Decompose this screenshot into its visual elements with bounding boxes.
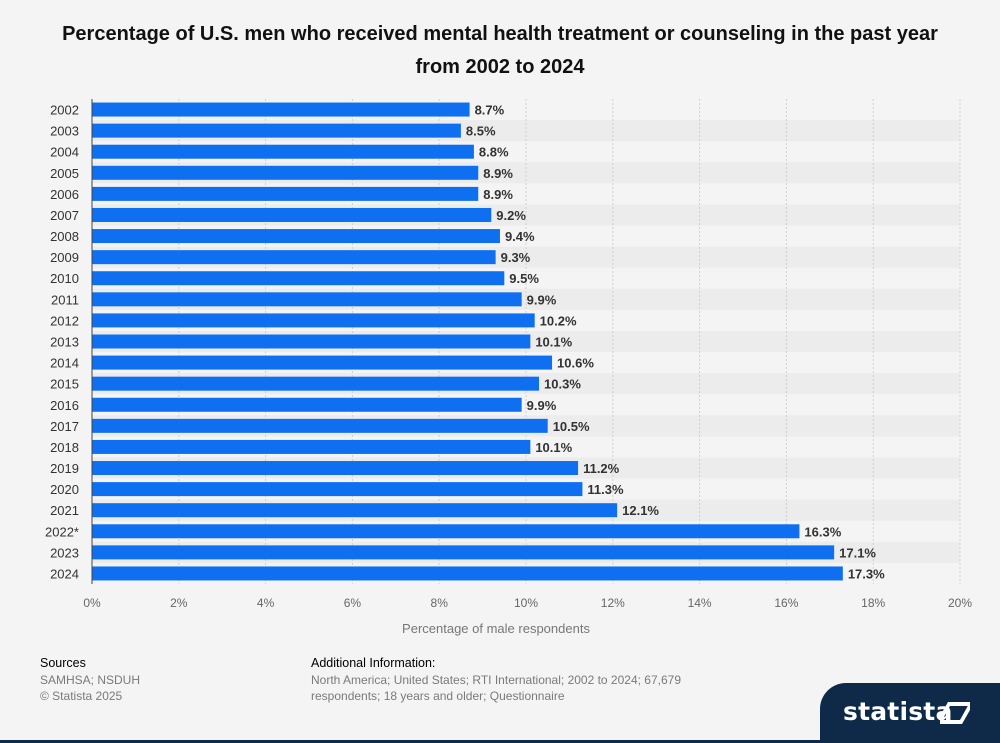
bar — [92, 545, 835, 560]
data-label: 16.3% — [804, 524, 841, 539]
y-category-label: 2010 — [50, 271, 79, 286]
data-label: 9.9% — [527, 292, 557, 307]
additional-info-block: Additional Information: North America; U… — [311, 655, 711, 705]
data-label: 8.9% — [483, 166, 513, 181]
x-tick-label: 20% — [948, 596, 972, 610]
statista-logo-icon — [940, 702, 970, 724]
y-category-label: 2003 — [50, 124, 79, 139]
bar — [92, 334, 531, 349]
bar — [92, 102, 470, 117]
y-category-label: 2020 — [50, 482, 79, 497]
data-label: 9.4% — [505, 229, 535, 244]
data-label: 9.5% — [509, 271, 539, 286]
bar — [92, 524, 800, 539]
data-label: 11.3% — [587, 482, 624, 497]
bar — [92, 144, 474, 159]
bar — [92, 123, 461, 138]
y-category-label: 2022* — [45, 524, 79, 539]
sources-heading: Sources — [40, 656, 86, 670]
x-tick-label: 2% — [170, 596, 188, 610]
x-tick-label: 10% — [514, 596, 538, 610]
data-label: 12.1% — [622, 503, 659, 518]
bar — [92, 313, 535, 328]
y-category-label: 2006 — [50, 187, 79, 202]
y-category-label: 2007 — [50, 208, 79, 223]
y-category-label: 2021 — [50, 503, 79, 518]
y-category-label: 2011 — [51, 292, 79, 307]
x-tick-label: 8% — [431, 596, 449, 610]
bar — [92, 503, 618, 518]
bar — [92, 566, 843, 581]
brand-logo-text[interactable]: statista — [843, 697, 953, 726]
bar — [92, 355, 553, 370]
bar — [92, 186, 479, 201]
y-category-label: 2016 — [50, 398, 79, 413]
data-label: 10.1% — [535, 335, 572, 350]
additional-info-line-1: North America; United States; RTI Intern… — [311, 672, 682, 687]
bar — [92, 292, 522, 307]
data-label: 10.1% — [535, 440, 572, 455]
bar — [92, 418, 548, 433]
bar — [92, 165, 479, 180]
data-label: 9.9% — [527, 398, 557, 413]
y-category-label: 2017 — [50, 419, 79, 434]
bar-chart: 0% 2% 4% 6% 8% 10% 12% 14% 16% 18% 20% 2002 8.7% 2003… — [45, 99, 972, 636]
y-category-label: 2018 — [50, 440, 79, 455]
data-label: 8.9% — [483, 187, 513, 202]
data-label: 17.1% — [839, 545, 876, 560]
data-label: 17.3% — [848, 566, 885, 581]
y-category-label: 2024 — [50, 566, 79, 581]
x-tick-label: 18% — [861, 596, 885, 610]
y-category-label: 2009 — [50, 250, 79, 265]
y-category-label: 2004 — [50, 145, 79, 160]
data-label: 8.7% — [475, 103, 505, 118]
data-label: 10.5% — [553, 419, 590, 434]
x-tick-label: 14% — [688, 596, 712, 610]
bar — [92, 482, 583, 497]
y-category-label: 2005 — [50, 166, 79, 181]
additional-info-heading: Additional Information: — [311, 656, 436, 670]
y-category-label: 2015 — [50, 377, 79, 392]
bar — [92, 207, 492, 222]
bottom-accent-line — [0, 740, 1000, 743]
brand-banner — [820, 683, 1000, 743]
sources-block: Sources SAMHSA; NSDUH © Statista 2025 — [40, 655, 140, 705]
data-label: 9.2% — [496, 208, 526, 223]
x-tick-label: 16% — [774, 596, 798, 610]
additional-info-line-2: respondents; 18 years and older; Questio… — [311, 689, 565, 703]
chart-title: Percentage of U.S. men who received ment… — [62, 23, 938, 78]
data-label: 10.3% — [544, 377, 581, 392]
bar — [92, 376, 540, 391]
bar — [92, 250, 496, 265]
x-tick-label: 4% — [257, 596, 275, 610]
y-category-label: 2012 — [50, 313, 79, 328]
data-label: 9.3% — [501, 250, 531, 265]
x-axis-title: Percentage of male respondents — [402, 621, 590, 636]
y-category-label: 2019 — [50, 461, 79, 476]
bar — [92, 439, 531, 454]
data-label: 11.2% — [583, 461, 620, 476]
data-label: 10.6% — [557, 356, 594, 371]
y-category-label: 2002 — [50, 103, 79, 118]
y-category-label: 2023 — [50, 545, 79, 560]
x-tick-label: 12% — [601, 596, 625, 610]
bar — [92, 271, 505, 286]
copyright-text: © Statista 2025 — [40, 689, 123, 703]
bar — [92, 461, 579, 476]
data-label: 8.8% — [479, 145, 509, 160]
data-label: 8.5% — [466, 124, 496, 139]
x-tick-label: 6% — [344, 596, 362, 610]
x-tick-label: 0% — [83, 596, 101, 610]
data-label: 10.2% — [540, 313, 577, 328]
sources-text: SAMHSA; NSDUH — [40, 672, 141, 687]
y-category-label: 2008 — [50, 229, 79, 244]
bar — [92, 397, 522, 412]
bar — [92, 229, 500, 244]
y-category-label: 2013 — [50, 335, 79, 350]
y-category-label: 2014 — [50, 356, 79, 371]
